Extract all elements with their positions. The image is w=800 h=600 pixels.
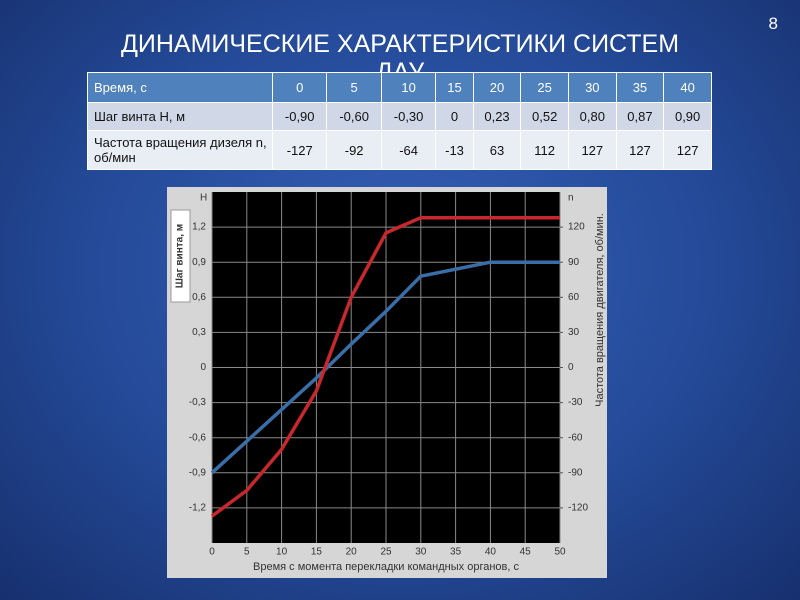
table-cell: -0,90 (271, 102, 328, 131)
slide-number: 8 (768, 14, 778, 33)
table-cell: 112 (520, 130, 569, 170)
y-tick-label: 0 (200, 362, 206, 373)
y-tick-label: -0,6 (189, 432, 207, 443)
y-axis-label: Шаг винта, м (175, 224, 186, 288)
x-tick-label: 5 (244, 547, 250, 558)
table-cell: 0 (271, 72, 328, 103)
table-cell: -127 (271, 130, 328, 170)
table-cell: -0,30 (380, 102, 437, 131)
y2-tick-label: 30 (568, 327, 580, 338)
y-label-box (170, 209, 191, 303)
y-tick-label: -1,2 (189, 503, 207, 514)
y-tick-label: 0,3 (192, 327, 206, 338)
y2-tick-label: -60 (568, 432, 583, 443)
y2-symbol: n (568, 193, 574, 204)
table-cell: 0,80 (567, 102, 617, 131)
table-cell: 35 (615, 72, 665, 103)
table-cell: -13 (435, 130, 474, 170)
table-cell: 40 (663, 72, 712, 103)
y-tick-label: 1,2 (192, 222, 206, 233)
table-cell: 0,52 (520, 102, 569, 131)
x-tick-label: 20 (346, 547, 358, 558)
table-row: Время, с 0 5 10 15 20 25 30 35 40 (87, 72, 712, 103)
table-row: Шаг винта H, м -0,90 -0,60 -0,30 0 0,23 0,52 0,… (87, 102, 712, 131)
table-cell: -92 (326, 130, 382, 170)
y2-tick-label: 0 (568, 362, 574, 373)
table-cell: 10 (380, 72, 437, 103)
x-tick-label: 25 (380, 547, 392, 558)
x-tick-label: 45 (520, 547, 532, 558)
y-tick-label: 0,9 (192, 257, 206, 268)
x-tick-label: 50 (554, 547, 566, 558)
x-tick-label: 0 (209, 547, 215, 558)
table-row: Частота вращения дизеля n, об/мин -127 -92… (87, 130, 712, 170)
table-cell: Частота вращения дизеля n, об/мин (87, 130, 273, 170)
x-tick-label: 40 (485, 547, 497, 558)
table-cell: 0 (435, 102, 474, 131)
data-line (210, 260, 560, 475)
table-cell: -64 (380, 130, 437, 170)
table-cell: 20 (472, 72, 522, 103)
table-cell: 5 (326, 72, 382, 103)
table-cell: 127 (567, 130, 617, 170)
x-tick-label: 10 (276, 547, 288, 558)
y2-tick-label: -120 (568, 503, 588, 514)
table-cell: -0,60 (326, 102, 382, 131)
y-symbol: H (200, 193, 207, 204)
data-line (210, 215, 560, 518)
table-cell: 15 (435, 72, 474, 103)
table-cell: 63 (472, 130, 522, 170)
y2-tick-label: -90 (568, 467, 583, 478)
table-cell: Шаг винта H, м (87, 102, 273, 131)
table-cell: 127 (615, 130, 665, 170)
y-tick-label: -0,3 (189, 397, 207, 408)
x-tick-label: 30 (415, 547, 427, 558)
x-tick-label: 15 (311, 547, 323, 558)
table-cell: 0,23 (472, 102, 522, 131)
y-tick-label: -0,9 (189, 467, 207, 478)
y2-tick-label: 60 (568, 292, 580, 303)
y2-axis-label: Частота вращения двигателя, об/мин. (594, 213, 606, 407)
table-cell: 30 (567, 72, 617, 103)
y-tick-label: 0,6 (192, 292, 206, 303)
x-axis-label: Время с момента перекладки командных орг… (253, 561, 519, 573)
y2-tick-label: -30 (568, 397, 583, 408)
table-cell: 0,90 (663, 102, 712, 131)
table-cell: 25 (520, 72, 569, 103)
x-tick-label: 35 (450, 547, 462, 558)
y2-tick-label: 120 (568, 222, 585, 233)
table-cell: 127 (663, 130, 712, 170)
data-table: Время, с 0 5 10 15 20 25 30 35 40 Шаг винта H, м -0… (87, 72, 712, 170)
y2-tick-label: 90 (568, 257, 580, 268)
